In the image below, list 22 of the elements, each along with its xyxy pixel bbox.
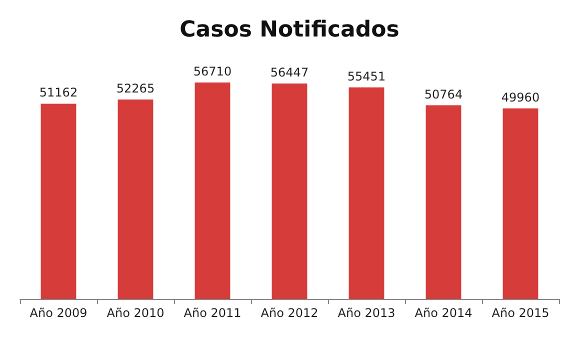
x-tick-label: Año 2014 — [414, 306, 472, 320]
x-tick-label: Año 2012 — [260, 306, 318, 320]
bar — [348, 87, 384, 299]
data-label: 49960 — [501, 90, 540, 104]
data-label: 50764 — [424, 87, 463, 102]
bar — [118, 100, 154, 299]
data-label: 55451 — [347, 69, 386, 84]
bar — [40, 104, 76, 299]
data-label: 56447 — [270, 66, 309, 80]
x-tick-label: Año 2010 — [106, 306, 164, 320]
data-label: 52265 — [116, 82, 155, 96]
x-tick-label: Año 2011 — [184, 306, 242, 320]
data-label: 51162 — [39, 86, 78, 100]
chart-title: Casos Notificados — [180, 18, 400, 42]
bar — [272, 84, 308, 299]
bar — [426, 105, 462, 299]
x-tick-label: Año 2009 — [30, 306, 88, 320]
bar — [194, 82, 230, 299]
bar — [502, 108, 538, 299]
data-label: 56710 — [193, 64, 232, 79]
x-tick-label: Año 2015 — [492, 306, 550, 320]
x-tick-label: Año 2013 — [338, 306, 396, 320]
